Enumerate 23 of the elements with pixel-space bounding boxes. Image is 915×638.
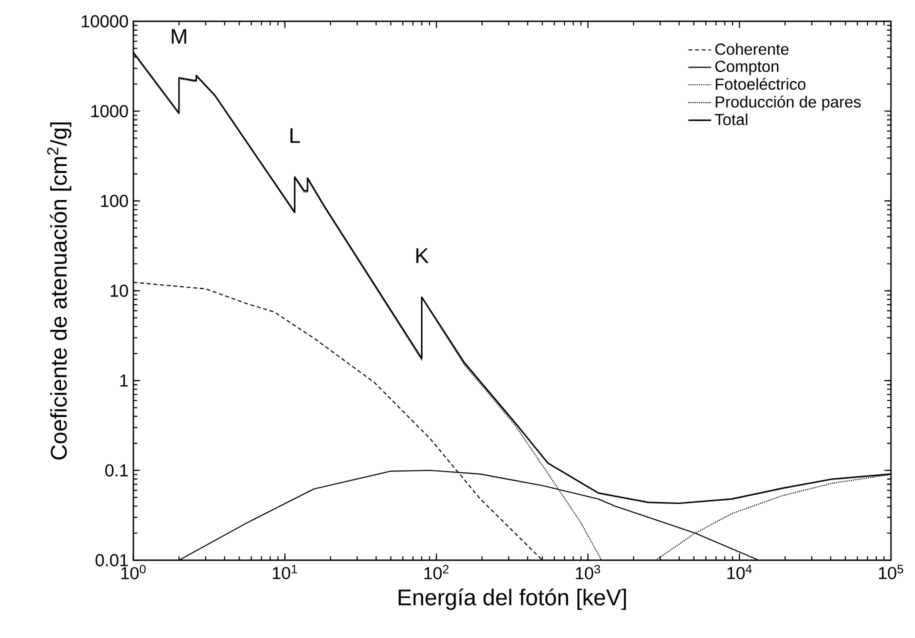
x-tick-label: 10$^{1}$ <box>272 565 297 580</box>
legend-label: Compton <box>715 60 778 76</box>
annotation: L <box>290 128 300 144</box>
legend-label: Coherente <box>715 43 789 56</box>
y-tick-label: 1 <box>120 374 128 387</box>
legend-label: Fotoeléctrico <box>716 78 806 90</box>
y-tick-label: 1000 <box>91 105 128 118</box>
x-tick-label: 10$^{3}$ <box>576 565 600 580</box>
x-tick-label: 10$^{2}$ <box>424 565 448 580</box>
annotation: K <box>416 248 429 264</box>
legend-label: Total <box>714 114 748 126</box>
annotation: M <box>172 29 186 44</box>
y-tick-label: 10000 <box>82 15 128 28</box>
x-tick-label: 10$^{5}$ <box>878 565 904 580</box>
x-tick-label: 10$^{4}$ <box>727 565 752 580</box>
y-tick-label: 10 <box>110 284 128 298</box>
x-tick-label: 10$^{0}$ <box>121 565 146 580</box>
y-tick-label: 100 <box>101 195 128 208</box>
y-tick-label: 0.01 <box>96 554 128 567</box>
y-axis-title: Coeficiente de atenuación [cm$^{2}$/g] <box>47 122 72 460</box>
legend-label: Producción de pares <box>716 96 861 111</box>
y-tick-label: 0.1 <box>105 464 128 477</box>
x-axis-title: Energía del fotón [keV] <box>398 588 626 610</box>
